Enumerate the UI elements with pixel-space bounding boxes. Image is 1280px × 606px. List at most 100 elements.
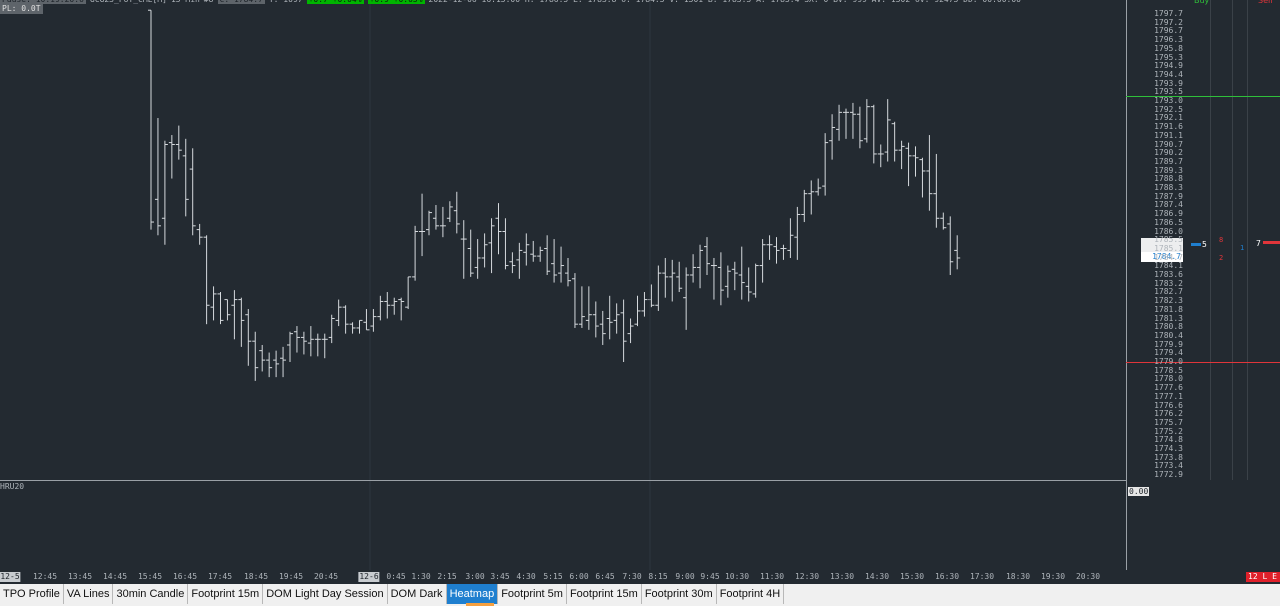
- ohlc-bar: [856, 106, 863, 149]
- dom-ladder[interactable]: [1185, 0, 1280, 480]
- time-label: 6:45: [595, 572, 615, 581]
- price-label: 1793.9: [1154, 78, 1183, 88]
- ohlc-bar: [175, 125, 182, 160]
- ohlc-bar: [238, 297, 245, 347]
- price-label: 1776.6: [1154, 400, 1183, 410]
- tab-dom-dark[interactable]: DOM Dark: [388, 584, 447, 604]
- ohlc-bar: [182, 138, 189, 217]
- ohlc-bar: [168, 135, 175, 179]
- price-label: 1778.5: [1154, 365, 1183, 375]
- price-label: 1787.4: [1154, 200, 1183, 210]
- dom-ask-size[interactable]: 7: [1256, 239, 1261, 248]
- price-label: 1781.3: [1154, 313, 1183, 323]
- ohlc-bar: [252, 331, 259, 381]
- tab-heatmap[interactable]: Heatmap: [446, 584, 499, 604]
- ohlc-bar: [759, 239, 766, 283]
- ohlc-bar: [154, 118, 161, 236]
- tab-dom-light-day-session[interactable]: DOM Light Day Session: [263, 584, 388, 604]
- ohlc-bar: [203, 235, 210, 325]
- price-label: 1786.9: [1154, 209, 1183, 219]
- price-label: 1786.5: [1154, 217, 1183, 227]
- ohlc-bar: [328, 314, 335, 344]
- ohlc-bar: [161, 140, 168, 245]
- price-chart[interactable]: [0, 0, 1126, 480]
- ohlc-bar: [877, 144, 884, 168]
- ohlc-bar: [620, 299, 627, 362]
- chart-tab-bar: TPO Profile VA Lines 30min Candle Footprint…: [0, 584, 1280, 606]
- time-label: 3:45: [490, 572, 510, 581]
- ohlc-bar: [599, 310, 606, 345]
- info-segment: 2022-12-06 16:15:00 H: 1786.5 L: 1783.8 …: [429, 0, 1021, 4]
- ohlc-bar: [307, 326, 314, 357]
- ohlc-bar: [919, 157, 926, 198]
- panel-separator[interactable]: [0, 480, 1127, 481]
- ohlc-bar: [370, 309, 377, 332]
- time-label: 13:30: [829, 572, 855, 581]
- price-label: 1776.2: [1154, 409, 1183, 419]
- tab-footprint-15m[interactable]: Footprint 15m: [567, 584, 642, 604]
- ohlc-bar: [578, 286, 585, 328]
- time-label: 3:00: [465, 572, 485, 581]
- ohlc-bar: [787, 218, 794, 258]
- time-label: 4:30: [516, 572, 536, 581]
- info-segment: +0.9 +0.05%: [367, 0, 425, 4]
- ohlc-bar: [148, 9, 154, 230]
- ohlc-bar: [592, 301, 599, 338]
- ohlc-bar: [905, 142, 912, 187]
- dom-bid-size[interactable]: 5: [1202, 240, 1207, 249]
- indicator-label: HRU20: [0, 482, 25, 491]
- dom-small-value: 8: [1219, 236, 1224, 244]
- dom-small-value: 1: [1240, 244, 1245, 252]
- time-label: 14:30: [864, 572, 890, 581]
- time-label: 19:45: [278, 572, 304, 581]
- price-label: 1774.8: [1154, 435, 1183, 445]
- ohlc-bar: [495, 203, 502, 255]
- ohlc-bar: [884, 99, 891, 162]
- ohlc-bar: [690, 254, 697, 283]
- ohlc-bar: [321, 333, 328, 359]
- price-label: 1793.0: [1154, 96, 1183, 105]
- ohlc-bar: [273, 350, 280, 378]
- tab-footprint-30m[interactable]: Footprint 30m: [642, 584, 717, 604]
- ohlc-bar: [523, 233, 530, 266]
- tab-tpo-profile[interactable]: TPO Profile: [0, 584, 64, 604]
- info-segment: T: 1097: [269, 0, 303, 4]
- ohlc-bar: [641, 292, 648, 317]
- ohlc-bar: [509, 252, 516, 274]
- chart-info-bar: Pause: 10:19:20.0 GCG23_FUT_CME[M] 15 Min #…: [0, 0, 1126, 6]
- ohlc-bar: [794, 206, 801, 260]
- time-label: 10:30: [724, 572, 750, 581]
- ohlc-bar: [745, 267, 752, 302]
- time-label: 20:30: [1075, 572, 1101, 581]
- price-label: 1777.6: [1154, 383, 1183, 393]
- price-label: 1781.8: [1154, 304, 1183, 314]
- tab-footprint-15m[interactable]: Footprint 15m: [188, 584, 264, 604]
- ohlc-bar: [377, 295, 384, 321]
- price-label: 1795.8: [1154, 43, 1183, 53]
- tab-footprint-5m[interactable]: Footprint 5m: [498, 584, 567, 604]
- price-label: 1790.2: [1154, 148, 1183, 158]
- ohlc-bar: [405, 276, 412, 310]
- price-label: 1788.8: [1154, 174, 1183, 184]
- time-label: 18:30: [1005, 572, 1031, 581]
- tab-30min-candle[interactable]: 30min Candle: [113, 584, 189, 604]
- ohlc-bar: [815, 178, 822, 196]
- time-label: 15:30: [899, 572, 925, 581]
- time-label: 0:45: [386, 572, 406, 581]
- price-label: 1784.1: [1154, 261, 1183, 271]
- price-label: 1791.1: [1154, 130, 1183, 140]
- time-label: 9:00: [675, 572, 695, 581]
- ohlc-bar: [704, 237, 710, 275]
- tab-va-lines[interactable]: VA Lines: [64, 584, 114, 604]
- time-label: 12:30: [794, 572, 820, 581]
- price-label: 1794.9: [1154, 61, 1183, 71]
- ohlc-bar: [731, 261, 738, 291]
- ohlc-bar: [349, 322, 356, 334]
- ohlc-bar: [634, 295, 641, 327]
- time-axis[interactable]: [0, 570, 1280, 584]
- tab-footprint-4h[interactable]: Footprint 4H: [717, 584, 785, 604]
- time-label: 12:45: [32, 572, 58, 581]
- price-label: 1780.8: [1154, 322, 1183, 332]
- price-label: 1779.4: [1154, 348, 1183, 358]
- ohlc-bar: [314, 333, 321, 357]
